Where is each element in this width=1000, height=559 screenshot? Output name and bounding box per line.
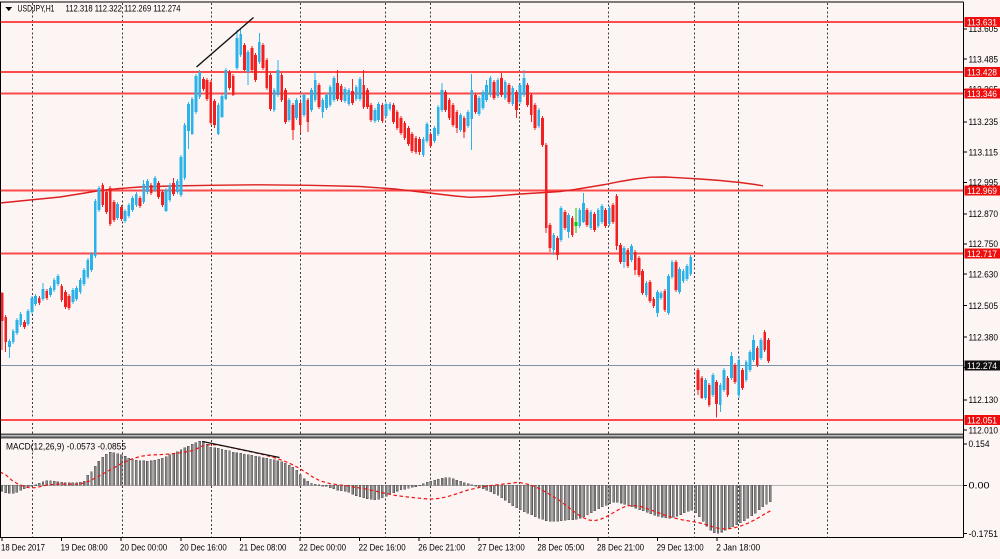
svg-text:113.428: 113.428	[967, 67, 997, 77]
svg-text:19 Dec 08:00: 19 Dec 08:00	[61, 543, 108, 553]
svg-text:0.154: 0.154	[969, 439, 990, 449]
svg-text:20 Dec 00:00: 20 Dec 00:00	[120, 543, 167, 553]
svg-text:113.346: 113.346	[967, 89, 997, 99]
svg-text:2 Jan 18:00: 2 Jan 18:00	[716, 543, 760, 553]
svg-text:21 Dec 08:00: 21 Dec 08:00	[239, 543, 286, 553]
svg-text:113.485: 113.485	[969, 54, 999, 64]
svg-text:113.605: 113.605	[969, 24, 999, 34]
svg-text:112.010: 112.010	[969, 425, 999, 435]
svg-text:112.318 112.322 112.269 112.27: 112.318 112.322 112.269 112.274	[66, 4, 181, 14]
svg-text:112.380: 112.380	[969, 332, 999, 342]
svg-text:28 Dec 05:00: 28 Dec 05:00	[537, 543, 584, 553]
svg-text:112.995: 112.995	[969, 178, 999, 188]
svg-text:29 Dec 13:00: 29 Dec 13:00	[657, 543, 704, 553]
svg-text:-0.1751: -0.1751	[969, 529, 999, 539]
svg-text:112.750: 112.750	[969, 239, 999, 249]
svg-text:20 Dec 16:00: 20 Dec 16:00	[180, 543, 227, 553]
svg-text:0.00: 0.00	[969, 481, 990, 491]
svg-text:26 Dec 21:00: 26 Dec 21:00	[418, 543, 465, 553]
svg-text:112.630: 112.630	[969, 269, 999, 279]
svg-text:112.274: 112.274	[967, 361, 997, 371]
svg-text:28 Dec 21:00: 28 Dec 21:00	[597, 543, 644, 553]
svg-text:22 Dec 00:00: 22 Dec 00:00	[299, 543, 346, 553]
svg-text:112.051: 112.051	[967, 415, 997, 425]
svg-text:22 Dec 16:00: 22 Dec 16:00	[359, 543, 406, 553]
svg-text:112.717: 112.717	[967, 249, 997, 259]
svg-text:112.969: 112.969	[967, 186, 997, 196]
svg-text:112.870: 112.870	[969, 209, 999, 219]
svg-text:MACD(12,26,9) -0.0573 -0.0855: MACD(12,26,9) -0.0573 -0.0855	[6, 441, 126, 451]
svg-text:112.505: 112.505	[969, 301, 999, 311]
svg-text:113.115: 113.115	[969, 147, 999, 157]
svg-text:USDJPY,H1: USDJPY,H1	[18, 4, 55, 14]
svg-text:113.631: 113.631	[967, 17, 997, 27]
svg-text:113.235: 113.235	[969, 117, 999, 127]
svg-text:27 Dec 13:00: 27 Dec 13:00	[478, 543, 525, 553]
svg-text:18 Dec 2017: 18 Dec 2017	[1, 543, 45, 553]
svg-text:112.130: 112.130	[969, 395, 999, 405]
